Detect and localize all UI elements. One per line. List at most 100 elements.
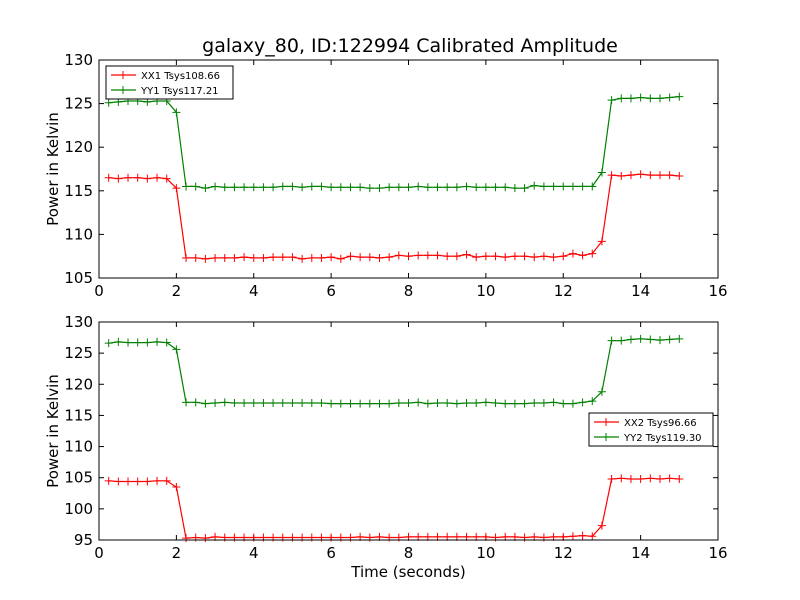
data-point [317, 253, 326, 262]
data-point [394, 398, 403, 407]
x-tick-label: 2 [172, 282, 182, 300]
data-point [559, 182, 568, 191]
data-point [578, 531, 587, 540]
data-point [607, 171, 616, 180]
y-tick-label: 105 [64, 269, 93, 287]
data-point [472, 253, 481, 262]
x-tick-label: 0 [94, 544, 104, 562]
legend: XX1 Tsys108.66 YY1 Tsys117.21 [105, 65, 234, 100]
data-point [636, 334, 645, 343]
data-point [481, 398, 490, 407]
data-point [201, 254, 210, 263]
data-point [549, 253, 558, 262]
data-point [491, 252, 500, 261]
x-tick-label: 12 [554, 544, 573, 562]
y-tick-label: 105 [64, 469, 93, 487]
y-tick-label: 130 [64, 313, 93, 331]
data-point [114, 477, 123, 486]
data-point [626, 474, 635, 483]
data-point [211, 182, 220, 191]
legend-marker [119, 86, 127, 94]
data-point [530, 253, 539, 262]
y-tick-label: 120 [64, 375, 93, 393]
data-point [201, 184, 210, 193]
data-point [462, 182, 471, 191]
data-point [588, 532, 597, 541]
data-point [191, 253, 200, 262]
y-tick-label: 125 [64, 344, 93, 362]
data-point [568, 532, 577, 541]
data-point [240, 183, 249, 192]
data-point [568, 399, 577, 408]
data-point [636, 474, 645, 483]
legend-marker [602, 418, 610, 426]
data-point [230, 398, 239, 407]
data-point [607, 336, 616, 345]
data-point [578, 182, 587, 191]
x-tick-label: 2 [172, 544, 182, 562]
data-point [249, 253, 258, 262]
data-point [259, 183, 268, 192]
data-point [365, 399, 374, 408]
data-point [665, 171, 674, 180]
legend-label: XX1 Tsys108.66 [141, 71, 220, 82]
data-point [568, 249, 577, 258]
x-tick-label: 8 [404, 544, 414, 562]
data-point [472, 183, 481, 192]
data-point [481, 252, 490, 261]
data-point [269, 183, 278, 192]
y-tick-label: 110 [64, 438, 93, 456]
data-point [636, 170, 645, 179]
data-point [617, 94, 626, 103]
top-panel: 0 2 4 6 8 10 12 14 16 105 110 115 120 125 130 Power in … [44, 51, 728, 300]
data-point [617, 336, 626, 345]
data-point [172, 345, 181, 354]
data-point [404, 183, 413, 192]
data-point [298, 398, 307, 407]
data-point [336, 399, 345, 408]
data-point [655, 336, 664, 345]
data-point [462, 250, 471, 259]
data-point [607, 96, 616, 105]
data-point [626, 171, 635, 180]
data-point [646, 94, 655, 103]
data-point [104, 476, 113, 485]
data-point [153, 337, 162, 346]
data-point [133, 173, 142, 182]
data-point [162, 174, 171, 183]
data-point [365, 184, 374, 193]
data-point [394, 251, 403, 260]
data-point [617, 171, 626, 180]
data-point [539, 252, 548, 261]
data-point [549, 182, 558, 191]
x-tick-label: 12 [554, 282, 573, 300]
data-point [249, 398, 258, 407]
data-point [172, 184, 181, 193]
data-point [568, 182, 577, 191]
data-point [501, 253, 510, 262]
data-point [404, 398, 413, 407]
data-point [414, 398, 423, 407]
data-point [520, 399, 529, 408]
chart-title: galaxy_80, ID:122994 Calibrated Amplitud… [202, 35, 618, 57]
x-tick-label: 16 [708, 544, 727, 562]
data-point [327, 399, 336, 408]
data-point [220, 398, 229, 407]
data-point [336, 254, 345, 263]
data-point [124, 338, 133, 347]
data-point [162, 338, 171, 347]
data-point [597, 168, 606, 177]
data-point [597, 521, 606, 530]
x-tick-label: 4 [249, 282, 259, 300]
y-tick-label: 125 [64, 95, 93, 113]
data-point [462, 398, 471, 407]
y-tick-label: 95 [74, 531, 93, 549]
data-point [675, 474, 684, 483]
bottom-panel: 0 2 4 6 8 10 12 14 16 95 100 105 110 115 120 125 130 Powe… [44, 313, 728, 581]
data-point [114, 174, 123, 183]
data-point [182, 534, 191, 543]
data-point [278, 253, 287, 262]
data-point [578, 251, 587, 260]
data-point [356, 253, 365, 262]
legend: XX2 Tsys96.66 YY2 Tsys119.30 [588, 412, 714, 447]
